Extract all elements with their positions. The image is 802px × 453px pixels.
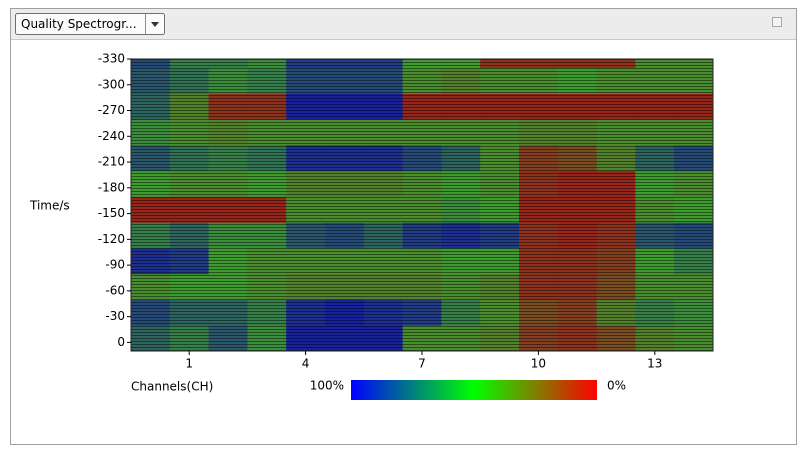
colorbar-label: 100% xyxy=(310,379,344,393)
y-tick-label: -240 xyxy=(98,129,125,143)
dropdown-text[interactable]: Quality Spectrogr... xyxy=(21,17,137,31)
y-tick-label: -270 xyxy=(98,103,125,117)
y-tick-label: -150 xyxy=(98,206,125,220)
stripe-overlay xyxy=(131,59,713,351)
colorbar xyxy=(351,380,597,400)
y-tick-label: -300 xyxy=(98,77,125,91)
dropdown[interactable]: Quality Spectrogr... xyxy=(15,13,165,35)
maximize-button[interactable] xyxy=(772,17,782,27)
colorbar-label: 0% xyxy=(607,379,626,393)
y-tick-label: -330 xyxy=(98,52,125,66)
y-tick-label: -120 xyxy=(98,232,125,246)
dropdown-box[interactable] xyxy=(15,13,165,35)
dropdown-arrow[interactable] xyxy=(151,22,159,27)
x-tick-label: 7 xyxy=(418,357,426,371)
y-tick-label: 0 xyxy=(117,335,125,349)
x-tick-label: 4 xyxy=(302,357,310,371)
y-tick-label: -180 xyxy=(98,180,125,194)
x-axis-label: Channels(CH) xyxy=(131,380,213,394)
x-tick-label: 1 xyxy=(185,357,193,371)
y-tick-label: -210 xyxy=(98,155,125,169)
y-tick-label: -60 xyxy=(105,283,125,297)
x-tick-label: 13 xyxy=(647,357,662,371)
y-tick-label: -90 xyxy=(105,258,125,272)
y-axis-label: Time/s xyxy=(29,199,70,213)
x-tick-label: 10 xyxy=(531,357,546,371)
y-tick-label: -30 xyxy=(105,309,125,323)
